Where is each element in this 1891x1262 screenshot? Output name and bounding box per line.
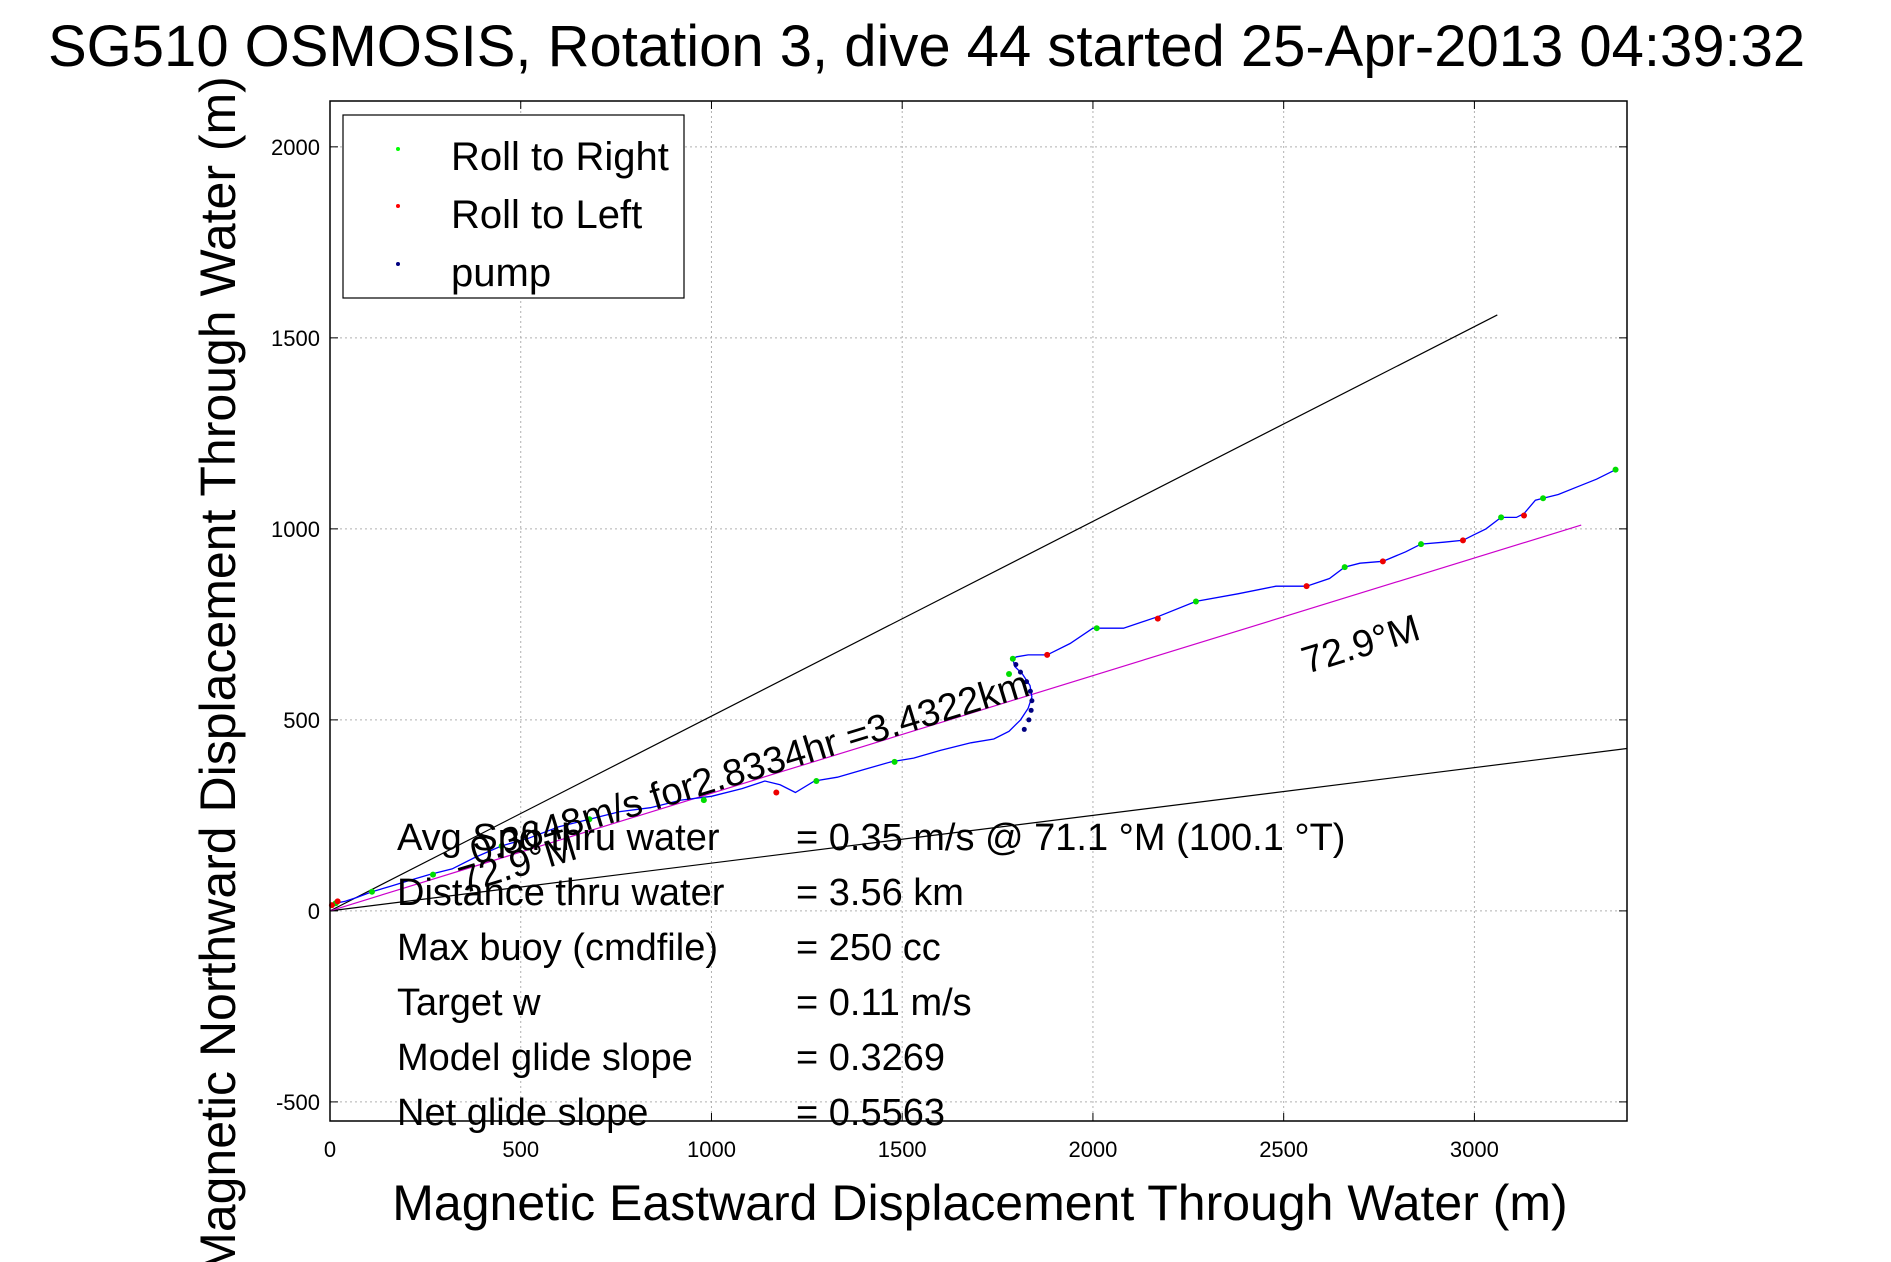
stats-block: Avg Spd thru water = 0.35 m/s @ 71.1 °M (… bbox=[397, 817, 1345, 1134]
roll-right-point bbox=[1009, 655, 1016, 662]
y-tick-label: 1500 bbox=[271, 326, 320, 351]
roll-left-point bbox=[334, 898, 341, 905]
roll-left-point bbox=[1044, 651, 1051, 658]
legend-label-roll-right: Roll to Right bbox=[451, 135, 669, 179]
x-axis-ticks: 0 500 1000 1500 2000 2500 3000 bbox=[324, 101, 1499, 1162]
legend-label-roll-left: Roll to Left bbox=[451, 193, 642, 237]
pump-point bbox=[1027, 688, 1033, 694]
legend-marker-pump bbox=[396, 262, 400, 266]
roll-right-point bbox=[700, 797, 707, 804]
y-axis-ticks: -500 0 500 1000 1500 2000 bbox=[271, 135, 1627, 1115]
y-tick-label: 1000 bbox=[271, 517, 320, 542]
marker-layer bbox=[328, 466, 1619, 909]
stat-label: Max buoy (cmdfile) bbox=[397, 927, 718, 969]
legend-marker-roll-left bbox=[396, 204, 400, 208]
roll-right-point bbox=[1093, 625, 1100, 632]
x-axis-title: Magnetic Eastward Displacement Through W… bbox=[392, 1175, 1567, 1231]
x-tick-label: 1500 bbox=[878, 1137, 927, 1162]
roll-left-point bbox=[1521, 512, 1528, 519]
stat-value: = 0.35 m/s @ 71.1 °M (100.1 °T) bbox=[796, 817, 1345, 859]
roll-right-point bbox=[1612, 466, 1619, 473]
roll-right-point bbox=[1006, 671, 1013, 678]
pump-point bbox=[1021, 726, 1027, 732]
x-tick-label: 3000 bbox=[1450, 1137, 1499, 1162]
roll-right-point bbox=[429, 871, 436, 878]
stat-value: = 0.11 m/s bbox=[796, 982, 972, 1024]
roll-right-point bbox=[498, 842, 505, 849]
y-tick-label: 2000 bbox=[271, 135, 320, 160]
stat-value: = 250 cc bbox=[796, 927, 941, 969]
legend-label-pump: pump bbox=[451, 251, 551, 295]
stat-label: Avg Spd thru water bbox=[397, 817, 720, 859]
y-tick-label: 0 bbox=[308, 899, 320, 924]
roll-right-point bbox=[891, 758, 898, 765]
roll-left-point bbox=[1303, 583, 1310, 590]
stat-label: Target w bbox=[397, 982, 541, 1024]
roll-right-point bbox=[1341, 564, 1348, 571]
stat-value: = 0.5563 bbox=[796, 1092, 945, 1134]
roll-left-point bbox=[1154, 615, 1161, 622]
pump-point bbox=[1024, 679, 1030, 685]
roll-right-point bbox=[1192, 598, 1199, 605]
reference-line bbox=[329, 747, 1628, 912]
x-tick-label: 2500 bbox=[1259, 1137, 1308, 1162]
roll-left-point bbox=[773, 789, 780, 796]
y-tick-label: 500 bbox=[283, 708, 320, 733]
stat-label: Net glide slope bbox=[397, 1092, 648, 1134]
roll-left-point bbox=[1379, 558, 1386, 565]
pump-point bbox=[1026, 717, 1032, 723]
stat-value: = 3.56 km bbox=[796, 872, 964, 914]
legend-marker-roll-right bbox=[396, 147, 400, 151]
roll-right-point bbox=[368, 888, 375, 895]
pump-point bbox=[1028, 707, 1034, 713]
roll-right-point bbox=[1418, 541, 1425, 548]
pump-point bbox=[1013, 661, 1019, 667]
stat-value: = 0.3269 bbox=[796, 1037, 945, 1079]
annotation-text: 72.9°M bbox=[1297, 607, 1425, 682]
reference-lines bbox=[329, 314, 1628, 912]
x-tick-label: 0 bbox=[324, 1137, 336, 1162]
legend: Roll to Right Roll to Left pump bbox=[342, 114, 685, 299]
y-tick-label: -500 bbox=[276, 1090, 320, 1115]
roll-right-point bbox=[586, 816, 593, 823]
pump-point bbox=[1029, 698, 1035, 704]
x-tick-label: 2000 bbox=[1068, 1137, 1117, 1162]
pump-point bbox=[1017, 669, 1023, 675]
stat-label: Distance thru water bbox=[397, 872, 725, 914]
roll-right-point bbox=[1540, 495, 1547, 502]
reference-line bbox=[329, 524, 1582, 912]
roll-right-point bbox=[813, 778, 820, 784]
reference-line bbox=[329, 314, 1498, 912]
roll-right-point bbox=[1498, 514, 1505, 521]
plot-area-frame bbox=[329, 100, 1628, 1122]
y-axis-title: Magnetic Northward Displacement Through … bbox=[190, 76, 246, 1262]
x-tick-label: 500 bbox=[502, 1137, 539, 1162]
stat-label: Model glide slope bbox=[397, 1037, 693, 1079]
x-tick-label: 1000 bbox=[687, 1137, 736, 1162]
roll-left-point bbox=[1459, 537, 1466, 544]
chart-title: SG510 OSMOSIS, Rotation 3, dive 44 start… bbox=[48, 14, 1805, 79]
